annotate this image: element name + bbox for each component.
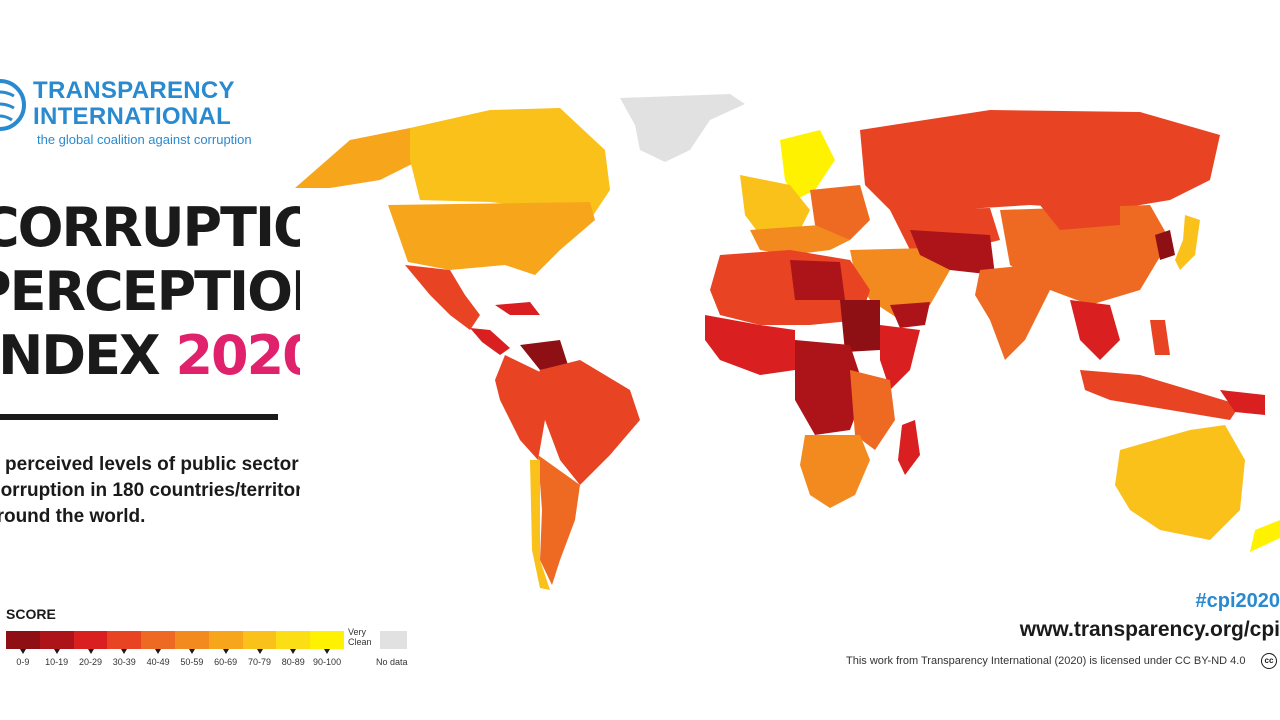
legend-tick-marker bbox=[290, 649, 297, 654]
legend-tick-marker bbox=[324, 649, 331, 654]
legend-color-segment bbox=[174, 631, 209, 649]
legend-tick-marker bbox=[121, 649, 128, 654]
map-region-japan bbox=[1175, 215, 1200, 270]
world-map bbox=[295, 94, 1280, 590]
organization-name-line1: TRANSPARENCY bbox=[33, 77, 235, 104]
description-line2: corruption in 180 countries/territories bbox=[0, 480, 300, 501]
description-line3: around the world. bbox=[0, 506, 146, 527]
title-line1: CORRUPTION bbox=[0, 196, 300, 259]
map-region-eastern-europe bbox=[810, 185, 870, 240]
license-notice: This work from Transparency Internationa… bbox=[846, 655, 1246, 667]
map-region-southern-europe bbox=[750, 225, 850, 255]
title-year: 2020 bbox=[175, 324, 300, 387]
map-region-horn-of-africa bbox=[880, 325, 920, 390]
map-region-east-africa bbox=[850, 370, 895, 450]
description-line1: The perceived levels of public sector bbox=[0, 454, 299, 475]
legend-range-label: 10-19 bbox=[45, 657, 69, 667]
hashtag[interactable]: #cpi2020 bbox=[1195, 590, 1280, 612]
legend-range-label: 70-79 bbox=[247, 657, 271, 667]
map-region-caribbean bbox=[495, 302, 540, 315]
map-region-yemen bbox=[890, 302, 930, 328]
organization-name: TRANSPARENCY INTERNATIONAL bbox=[33, 78, 235, 130]
map-region-usa bbox=[388, 202, 595, 275]
legend-color-segment bbox=[310, 631, 344, 649]
legend-color-segment bbox=[276, 631, 311, 649]
map-region-alaska bbox=[295, 128, 420, 188]
map-region-west-south-america bbox=[495, 355, 545, 460]
map-region-argentina bbox=[538, 455, 580, 585]
legend-tick-marker bbox=[222, 649, 229, 654]
legend-tick-marker bbox=[19, 649, 26, 654]
title-divider bbox=[0, 414, 278, 420]
legend-tick-marker bbox=[155, 649, 162, 654]
map-region-canada bbox=[410, 108, 610, 220]
map-region-australia bbox=[1115, 425, 1245, 540]
map-region-mexico bbox=[405, 265, 480, 330]
legend-no-data-label: No data bbox=[376, 657, 408, 667]
legend-tick-marker bbox=[53, 649, 60, 654]
legend-very-clean-label: Very Clean bbox=[348, 627, 372, 647]
legend-tick-marker bbox=[87, 649, 94, 654]
globe-logo-icon bbox=[0, 79, 26, 131]
legend-tick-marker bbox=[256, 649, 263, 654]
legend-color-segment bbox=[6, 631, 40, 649]
page-title: CORRUPTION PERCEPTIONS INDEX 2020 bbox=[0, 196, 300, 388]
title-line2: PERCEPTIONS bbox=[0, 260, 300, 323]
legend-range-label: 20-29 bbox=[78, 657, 102, 667]
map-region-papua bbox=[1220, 390, 1265, 415]
map-region-venezuela bbox=[520, 340, 568, 370]
website-link[interactable]: www.transparency.org/cpi bbox=[1019, 618, 1280, 641]
map-region-india bbox=[975, 265, 1050, 360]
legend-title: SCORE bbox=[6, 606, 56, 622]
map-region-china bbox=[1000, 205, 1170, 305]
legend-color-segment bbox=[242, 631, 277, 649]
map-region-russia bbox=[860, 110, 1220, 210]
map-region-central-america bbox=[470, 328, 510, 355]
map-region-western-europe bbox=[740, 175, 810, 235]
legend-range-label: 90-100 bbox=[313, 657, 342, 667]
legend-range-label: 80-89 bbox=[281, 657, 305, 667]
map-region-sudan bbox=[840, 300, 880, 352]
map-region-southern-africa bbox=[800, 435, 870, 508]
legend-color-segment bbox=[208, 631, 243, 649]
legend-range-label: 30-39 bbox=[112, 657, 136, 667]
legend-color-scale bbox=[6, 631, 344, 649]
legend-tick-marker bbox=[188, 649, 195, 654]
title-index: INDEX bbox=[0, 324, 161, 387]
map-region-scandinavia bbox=[780, 130, 835, 200]
creative-commons-icon: cc bbox=[1261, 653, 1277, 669]
map-region-indonesia bbox=[1080, 370, 1240, 420]
map-region-west-africa bbox=[705, 315, 795, 375]
map-region-new-zealand bbox=[1250, 520, 1280, 552]
map-region-mongolia bbox=[1040, 200, 1120, 230]
legend-color-segment bbox=[141, 631, 175, 649]
legend-range-label: 60-69 bbox=[214, 657, 238, 667]
map-region-iran-afghanistan bbox=[910, 230, 995, 275]
map-region-libya bbox=[790, 260, 845, 300]
organization-name-line2: INTERNATIONAL bbox=[33, 103, 232, 130]
map-region-southeast-asia bbox=[1070, 300, 1120, 360]
organization-tagline: the global coalition against corruption bbox=[37, 132, 252, 147]
map-region-central-africa bbox=[795, 340, 865, 435]
legend-color-segment bbox=[39, 631, 74, 649]
legend-range-labels: 0-9 10-19 20-29 30-39 40-49 50-59 60-69 70-79 80… bbox=[6, 657, 344, 671]
title-line3: INDEX 2020 bbox=[0, 324, 300, 388]
map-region-madagascar bbox=[898, 420, 920, 475]
map-region-brazil bbox=[530, 360, 640, 485]
legend-ticks bbox=[6, 649, 344, 657]
legend-no-data-swatch bbox=[380, 631, 407, 649]
legend-range-label: 0-9 bbox=[16, 657, 30, 667]
logo: TRANSPARENCY INTERNATIONAL the global co… bbox=[0, 76, 290, 156]
description: The perceived levels of public sector co… bbox=[0, 452, 300, 530]
legend-color-segment bbox=[73, 631, 108, 649]
legend-range-label: 50-59 bbox=[180, 657, 204, 667]
map-region-greenland bbox=[620, 94, 745, 162]
map-region-chile bbox=[530, 460, 550, 590]
map-region-philippines bbox=[1150, 320, 1170, 355]
legend-range-label: 40-49 bbox=[146, 657, 170, 667]
legend-color-segment bbox=[107, 631, 142, 649]
map-region-korea bbox=[1155, 230, 1175, 260]
